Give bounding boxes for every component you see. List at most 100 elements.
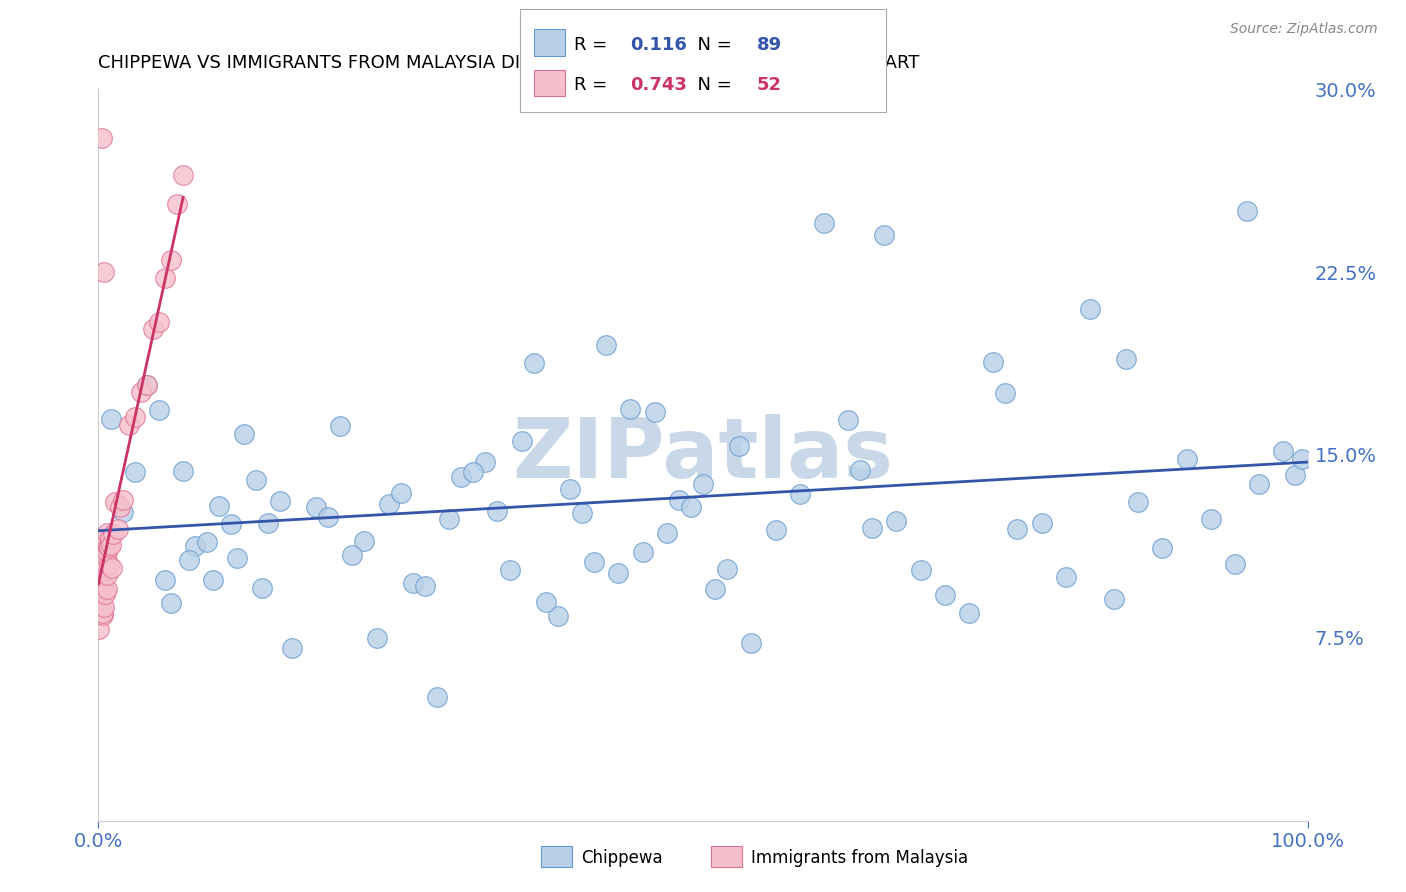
Point [523,356,546,370]
Point [498,563,520,577]
Point [195,534,218,549]
Point [160,596,183,610]
Point [93,600,115,615]
Point [97,558,120,572]
Point [108,500,131,514]
Point [316,509,339,524]
Point [679,500,702,514]
Text: N =: N = [686,36,738,54]
Point [910,563,932,577]
Point [90,591,112,606]
Point [208,499,231,513]
Text: R =: R = [574,36,613,54]
Point [1128,495,1150,509]
Point [90,577,112,591]
Point [957,606,980,620]
Point [728,440,751,454]
Point [89,580,111,594]
Point [886,514,908,528]
Point [860,521,883,535]
Point [124,465,146,479]
Point [631,545,654,559]
Point [94,541,117,555]
Point [91,553,114,567]
Point [96,567,118,582]
Point [1236,204,1258,219]
Point [98,531,121,545]
Point [1249,476,1271,491]
Point [166,197,188,211]
Point [256,516,278,531]
Point [692,477,714,491]
Point [153,573,176,587]
Point [90,589,112,603]
Point [142,321,165,335]
Point [100,561,122,575]
Point [305,500,328,514]
Point [353,533,375,548]
Point [100,538,122,552]
Point [104,495,127,509]
Point [342,548,364,562]
Point [994,386,1017,401]
Point [595,338,617,352]
Point [135,377,157,392]
Point [100,412,122,426]
Point [89,623,111,637]
Point [96,549,118,563]
Point [619,401,641,416]
Point [96,545,118,559]
Point [377,497,399,511]
Point [250,581,273,595]
Point [716,562,738,576]
Point [179,553,201,567]
Point [1223,557,1246,571]
Text: Source: ZipAtlas.com: Source: ZipAtlas.com [1230,22,1378,37]
Point [91,131,114,145]
Point [93,606,115,620]
Point [486,504,509,518]
Point [91,608,114,623]
Point [740,635,762,649]
Point [655,525,678,540]
Point [93,560,115,574]
Text: CHIPPEWA VS IMMIGRANTS FROM MALAYSIA DISABILITY AGE 5 TO 17 CORRELATION CHART: CHIPPEWA VS IMMIGRANTS FROM MALAYSIA DIS… [98,54,920,72]
Point [118,417,141,432]
Point [837,413,859,427]
Point [413,579,436,593]
Point [101,527,124,541]
Point [172,464,194,478]
Point [1102,592,1125,607]
Point [450,470,472,484]
Point [607,566,630,581]
Point [172,169,194,183]
Point [97,539,120,553]
Text: 0.116: 0.116 [630,36,686,54]
Text: ZIPatlas: ZIPatlas [513,415,893,495]
Point [437,512,460,526]
Point [813,216,835,230]
Point [148,402,170,417]
Point [148,315,170,329]
Point [281,641,304,656]
Point [94,532,117,546]
Point [389,486,412,500]
Point [89,607,111,621]
Point [184,539,207,553]
Point [226,550,249,565]
Point [558,482,581,496]
Point [94,587,117,601]
Point [1054,570,1077,584]
Point [1152,541,1174,555]
Point [93,582,115,597]
Point [1291,452,1313,467]
Point [571,506,593,520]
Point [463,465,485,479]
Point [89,574,111,588]
Point [366,631,388,645]
Point [1078,301,1101,316]
Point [426,690,449,705]
Point [510,434,533,449]
Point [160,253,183,268]
Point [1031,516,1053,530]
